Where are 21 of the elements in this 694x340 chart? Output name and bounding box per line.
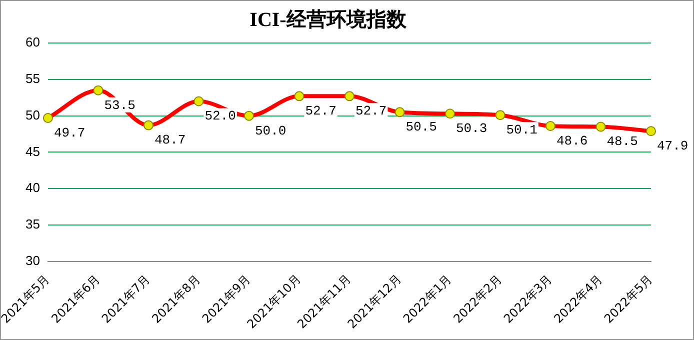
y-tick-label: 50 [25,107,40,122]
data-label: 52.7 [305,104,336,119]
data-label: 48.6 [556,133,588,148]
data-label: 48.5 [606,134,638,150]
y-tick-label: 30 [25,253,40,268]
data-label: 48.7 [154,132,186,148]
y-tick-label: 60 [25,34,40,50]
data-label: 53.5 [104,98,136,113]
data-label: 49.7 [54,125,86,140]
data-label: 50.3 [456,121,488,136]
data-label: 52.0 [204,108,236,124]
y-tick-label: 55 [25,70,40,86]
y-tick-label: 45 [25,144,40,159]
chart-title: ICI-经营环境指数 [250,8,408,32]
data-label: 50.5 [406,120,437,135]
y-tick-label: 40 [25,180,40,196]
data-label: 50.0 [254,123,286,138]
data-label: 50.1 [506,122,538,138]
data-label: 52.7 [355,104,387,119]
data-label: 47.9 [657,138,688,154]
y-tick-label: 35 [25,216,40,232]
